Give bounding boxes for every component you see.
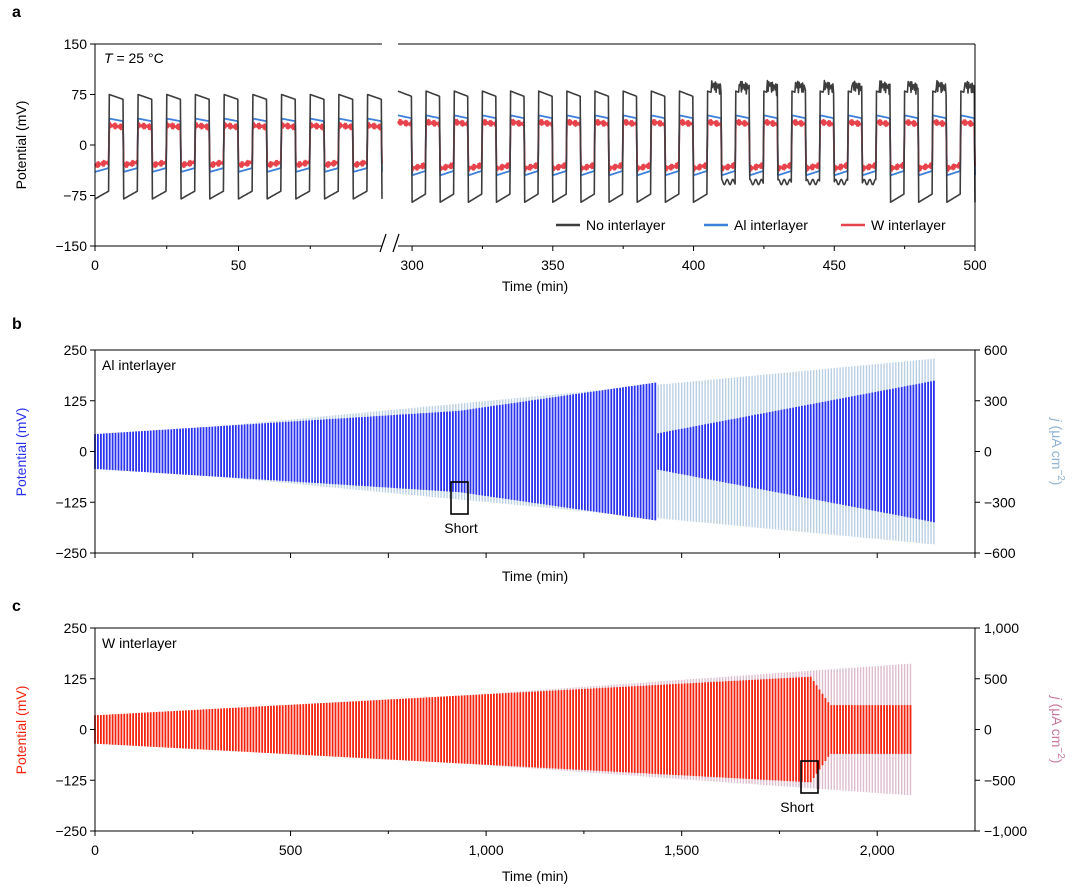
x-tick-label: 500	[279, 842, 303, 858]
y2-tick-label: 500	[984, 671, 1008, 687]
x-axis-title-a: Time (min)	[502, 278, 568, 294]
temperature-symbol: T	[104, 50, 114, 66]
y2-close-b: )	[1049, 481, 1065, 486]
x-tick-label-a: 0	[91, 257, 99, 273]
y2-unit-c: (μA cm	[1049, 700, 1065, 748]
axis-break-gap	[383, 38, 397, 250]
x-axis-title-b: Time (min)	[502, 568, 568, 584]
x-tick-label-a: 300	[400, 257, 424, 273]
y2-tick-label: 0	[984, 722, 992, 738]
y2-exponent-b: −2	[1055, 469, 1066, 481]
x-tick-label-a: 450	[823, 257, 847, 273]
y-tick-label: −250	[55, 545, 87, 561]
y2-tick-label: 0	[984, 444, 992, 460]
x-tick-label: 1,000	[469, 842, 504, 858]
y2-symbol-b: j	[1049, 417, 1065, 423]
panel-b-annotation: Al interlayer	[102, 357, 176, 373]
trace-al-interlayer-seg2	[397, 114, 976, 177]
panel-b: 250 125 0 −125 −250 600 300 0 −300 −600 Short Al …	[13, 342, 1066, 584]
y2-tick-label: −1,000	[984, 823, 1027, 839]
y-axis-title-b: Potential (mV)	[13, 408, 29, 497]
y2-tick-label: −600	[984, 545, 1016, 561]
panel-label-a: a	[12, 4, 21, 21]
legend-label-al-interlayer: Al interlayer	[734, 217, 808, 233]
legend-label-no-interlayer: No interlayer	[586, 217, 666, 233]
trace-w-interlayer-seg2	[397, 118, 976, 173]
y-tick-label: 250	[64, 342, 88, 358]
y2-exponent-c: −2	[1055, 747, 1066, 759]
x-tick-label: 0	[91, 842, 99, 858]
y2-tick-label: 1,000	[984, 620, 1019, 636]
x-tick-label: 1,500	[664, 842, 699, 858]
x-tick-label-a: 400	[682, 257, 706, 273]
y2-tick-label: −300	[984, 494, 1016, 510]
x-tick-label-a: 350	[541, 257, 565, 273]
y-axis-title-a: Potential (mV)	[13, 101, 29, 190]
panel-c-annotation: W interlayer	[102, 635, 177, 651]
legend-label-w-interlayer: W interlayer	[871, 217, 946, 233]
y-tick-label: 0	[79, 444, 87, 460]
y2-tick-label: 600	[984, 342, 1008, 358]
x-tick-label-a: 50	[231, 257, 247, 273]
trace-no-interlayer-seg1	[94, 93, 383, 200]
temperature-value: = 25 °C	[113, 50, 164, 66]
y-tick-label-a: 75	[71, 87, 87, 103]
x-tick-label: 2,000	[860, 842, 895, 858]
axis-break-marker	[379, 233, 400, 253]
x-axis-title-c: Time (min)	[502, 868, 568, 884]
y-tick-label-a: −75	[63, 188, 87, 204]
panel-label-b: b	[12, 316, 22, 333]
short-label-c: Short	[780, 799, 814, 815]
legend-a: No interlayer Al interlayer W interlayer	[556, 217, 946, 233]
y2-tick-label: −500	[984, 772, 1016, 788]
panel-label-c: c	[12, 598, 21, 615]
y-tick-label: −250	[55, 823, 87, 839]
short-marker-box-c	[800, 760, 819, 794]
short-marker-box-b	[450, 481, 469, 515]
y-tick-label: 250	[64, 620, 88, 636]
y-tick-label: 0	[79, 722, 87, 738]
y2-symbol-c: j	[1049, 695, 1065, 701]
panel-c: 250 125 0 −125 −250 1,000 500 0 −500 −1,000 0 500 1,…	[13, 620, 1066, 884]
y2-close-c: )	[1049, 759, 1065, 764]
y2-tick-label: 300	[984, 393, 1008, 409]
short-label-b: Short	[444, 520, 478, 536]
y2-axis-title-c: j (μA cm−2)	[1049, 695, 1066, 764]
x-tick-label-a: 500	[963, 257, 987, 273]
y-tick-label: −125	[55, 772, 87, 788]
y2-axis-title-b: j (μA cm−2)	[1049, 417, 1066, 486]
temperature-annotation: T = 25 °C	[104, 50, 164, 66]
y-tick-label: 125	[64, 393, 88, 409]
y-tick-label-a: 150	[64, 36, 88, 52]
y-tick-label: 125	[64, 671, 88, 687]
trace-no-interlayer-seg2	[397, 79, 976, 203]
y-tick-label-a: 0	[79, 137, 87, 153]
y-axis-title-c: Potential (mV)	[13, 686, 29, 775]
y2-unit-b: (μA cm	[1049, 422, 1065, 470]
y-tick-label-a: −150	[55, 238, 87, 254]
y-tick-label: −125	[55, 494, 87, 510]
